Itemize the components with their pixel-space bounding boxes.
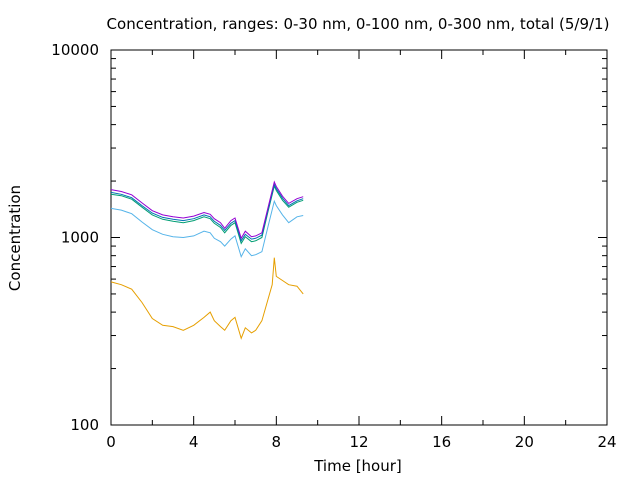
series-line-2 — [110, 199, 304, 259]
x-tick-label: 24 — [597, 433, 616, 451]
y-tick-label: 1000 — [61, 229, 99, 247]
series-line-5 — [110, 180, 304, 240]
x-tick-label: 20 — [515, 433, 534, 451]
x-axis-label: Time [hour] — [313, 457, 402, 475]
x-tick-label: 12 — [349, 433, 368, 451]
x-tick-label: 4 — [189, 433, 199, 451]
chart-title: Concentration, ranges: 0-30 nm, 0-100 nm… — [107, 15, 610, 33]
series-line-1 — [110, 257, 304, 340]
axis-ticks: 0 4 8 12 16 20 24 100 1000 10000 — [51, 41, 616, 451]
x-tick-label: 8 — [272, 433, 282, 451]
y-axis-label: Concentration — [6, 185, 24, 291]
y-tick-label: 10000 — [51, 41, 99, 59]
x-tick-label: 16 — [432, 433, 451, 451]
series-line-3 — [110, 184, 304, 245]
series-line-4 — [110, 182, 304, 242]
series-layer — [110, 180, 304, 340]
x-tick-label: 0 — [106, 433, 116, 451]
y-tick-label: 100 — [70, 416, 99, 434]
